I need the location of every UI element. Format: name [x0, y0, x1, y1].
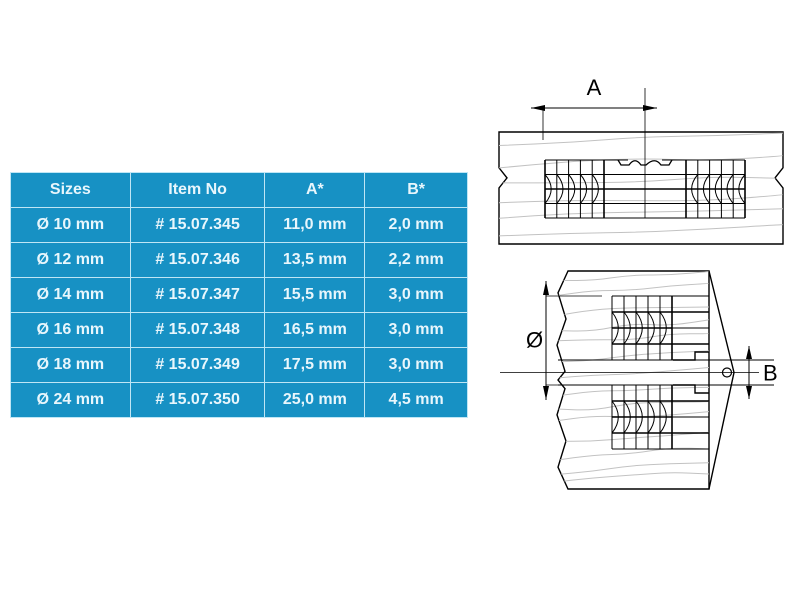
- svg-text:Ø: Ø: [526, 328, 543, 353]
- svg-text:A: A: [587, 75, 602, 100]
- svg-text:B: B: [763, 361, 778, 386]
